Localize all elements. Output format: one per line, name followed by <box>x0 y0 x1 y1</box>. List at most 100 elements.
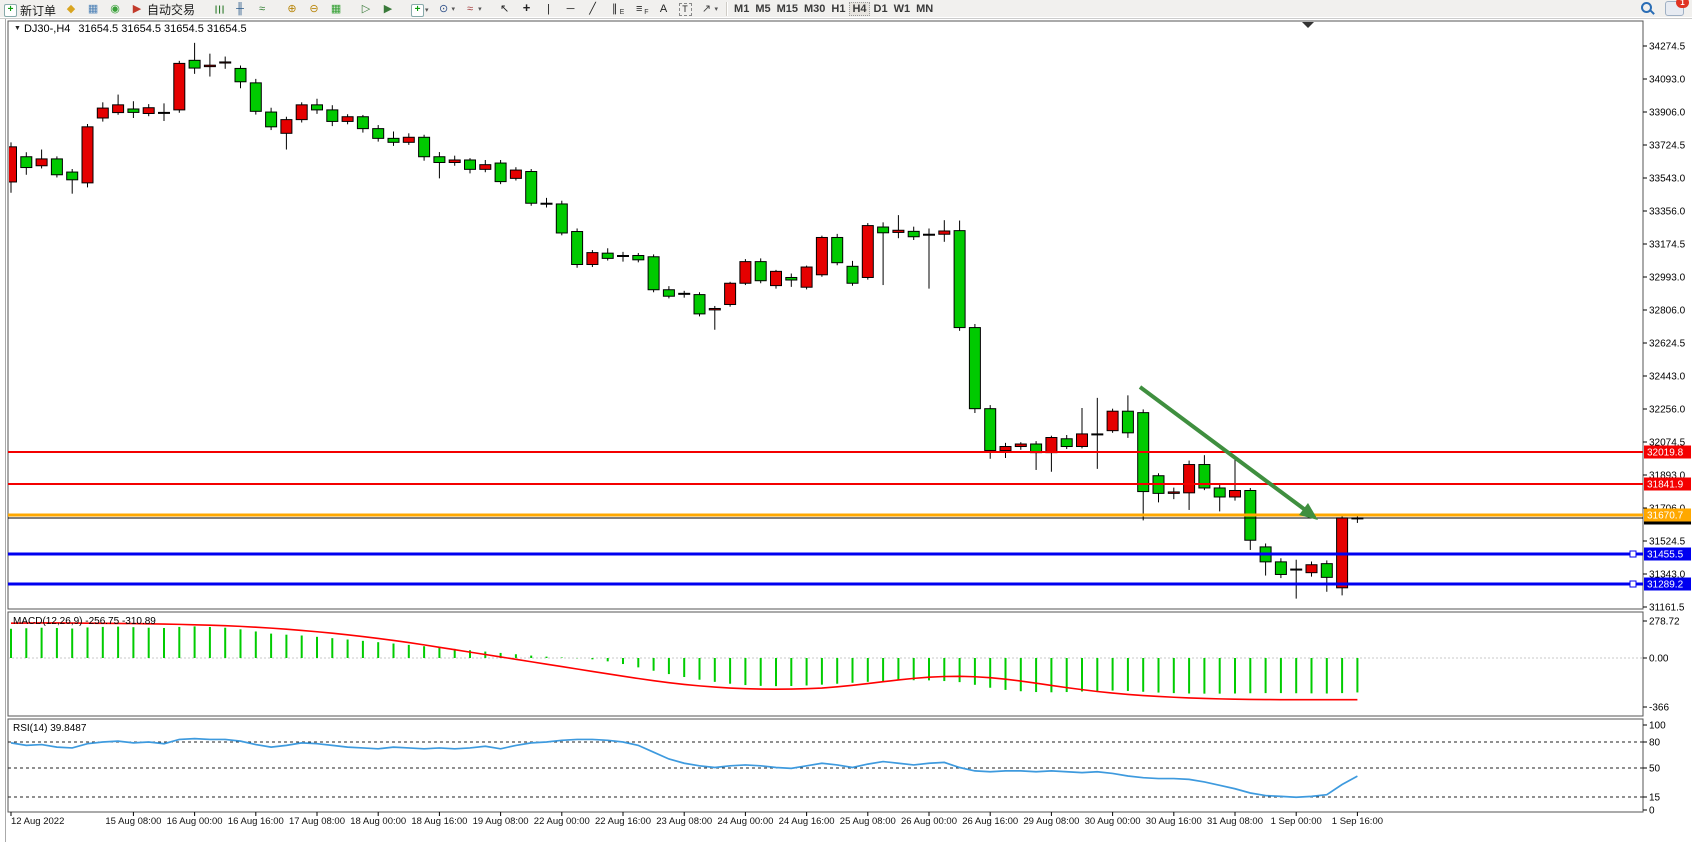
text-icon[interactable]: A <box>654 1 674 17</box>
timeframe-mn[interactable]: MN <box>916 2 934 15</box>
arrows-tool-glyph: ↗ <box>701 2 712 15</box>
timeframe-m30[interactable]: M30 <box>804 2 826 15</box>
toolbar: + 新订单 ◆ ▦ ◉ ▶ 自动交易 ☰ ╫ ≈ ⊕ ⊖ ▦ ▷ ▶ + ▾ ⊙ ▾ ≈ ▾ ↖ + | ─ ╱ ∥ E ≡ F A T ↗ ▾ … <box>0 0 1692 18</box>
svg-text:12 Aug 2022: 12 Aug 2022 <box>11 816 64 827</box>
svg-text:34093.0: 34093.0 <box>1649 75 1686 86</box>
timeframe-m15[interactable]: M15 <box>776 2 799 15</box>
fibonacci-icon-subscript: F <box>644 9 649 16</box>
timeframe-w1[interactable]: W1 <box>893 2 911 15</box>
chart-shift-icon-glyph: ▶ <box>383 2 393 15</box>
candlestick-icon[interactable]: ╫ <box>230 1 250 17</box>
new-order-button[interactable]: + 新订单 <box>1 2 59 18</box>
bar-chart-icon-glyph: ☰ <box>212 4 225 14</box>
svg-text:0.00: 0.00 <box>1649 654 1669 665</box>
svg-text:31670.7: 31670.7 <box>1647 511 1684 522</box>
svg-text:31161.5: 31161.5 <box>1649 603 1685 614</box>
cursor-icon[interactable]: ↖ <box>495 1 515 17</box>
zoom-in-icon[interactable]: ⊕ <box>282 1 302 17</box>
chart-ohlc-values: 31654.5 31654.5 31654.5 31654.5 <box>78 23 247 35</box>
svg-text:15 Aug 08:00: 15 Aug 08:00 <box>105 816 161 827</box>
crosshair-icon-glyph: + <box>522 0 531 15</box>
svg-text:33174.5: 33174.5 <box>1649 240 1686 251</box>
svg-text:33906.0: 33906.0 <box>1649 108 1686 119</box>
periods-button[interactable]: ⊙ ▾ <box>434 1 459 17</box>
svg-text:33356.0: 33356.0 <box>1649 207 1686 218</box>
svg-text:15: 15 <box>1649 793 1661 804</box>
svg-text:34274.5: 34274.5 <box>1649 42 1686 53</box>
svg-text:31455.5: 31455.5 <box>1647 550 1684 561</box>
zoom-in-icon-glyph: ⊕ <box>287 2 297 15</box>
text-label-icon[interactable]: T <box>676 1 695 17</box>
svg-text:16 Aug 16:00: 16 Aug 16:00 <box>228 816 284 827</box>
horizontal-line-icon-glyph: ─ <box>566 2 575 15</box>
line-chart-icon[interactable]: ≈ <box>252 1 272 17</box>
auto-scroll-icon[interactable]: ▷ <box>356 1 376 17</box>
svg-text:32993.0: 32993.0 <box>1649 273 1686 284</box>
chevron-down-icon[interactable]: ▼ <box>14 25 21 32</box>
indicators-button[interactable]: + ▾ <box>408 2 432 18</box>
channel-icon-glyph: ∥ <box>611 2 618 15</box>
templates-button[interactable]: ≈ ▾ <box>460 1 485 17</box>
chart-title[interactable]: ▼ DJ30-,H4 31654.5 31654.5 31654.5 31654.5 <box>14 23 247 35</box>
svg-text:32443.0: 32443.0 <box>1649 372 1686 383</box>
svg-text:24 Aug 16:00: 24 Aug 16:00 <box>779 816 835 827</box>
timeframe-d1[interactable]: D1 <box>873 2 888 15</box>
quotes-icon[interactable]: ◆ <box>61 1 81 17</box>
svg-text:17 Aug 08:00: 17 Aug 08:00 <box>289 816 345 827</box>
new-chart-icon-glyph: ▦ <box>87 2 99 15</box>
chart-symbol-period: DJ30-,H4 <box>23 23 71 35</box>
horizontal-line-icon[interactable]: ─ <box>561 1 581 17</box>
cursor-icon-glyph: ↖ <box>499 2 510 15</box>
vertical-line-icon[interactable]: | <box>539 1 559 17</box>
timeframe-m5[interactable]: M5 <box>755 2 771 15</box>
algo-trading-button[interactable]: ▶ 自动交易 <box>127 1 198 17</box>
svg-text:31524.5: 31524.5 <box>1649 537 1686 548</box>
svg-text:32806.0: 32806.0 <box>1649 306 1686 317</box>
svg-text:31 Aug 08:00: 31 Aug 08:00 <box>1207 816 1263 827</box>
timeframe-m1[interactable]: M1 <box>734 2 750 15</box>
svg-text:50: 50 <box>1649 764 1661 775</box>
bar-chart-icon[interactable]: ☰ <box>208 1 228 17</box>
new-order-glyph: + <box>4 3 17 17</box>
search-icon[interactable] <box>1640 1 1655 16</box>
broadcast-icon-glyph: ◉ <box>110 2 120 15</box>
svg-text:32074.5: 32074.5 <box>1649 438 1686 449</box>
svg-text:278.72: 278.72 <box>1649 617 1680 628</box>
fibonacci-icon[interactable]: ≡ F <box>629 1 651 17</box>
chevron-down-icon[interactable]: ▾ <box>451 6 456 13</box>
timeframe-h1[interactable]: H1 <box>831 2 846 15</box>
trendline-icon[interactable]: ╱ <box>583 1 603 17</box>
chevron-down-icon[interactable]: ▾ <box>478 6 482 13</box>
line-chart-icon-glyph: ≈ <box>259 2 266 15</box>
arrows-tool-button[interactable]: ↗ ▾ <box>697 1 722 17</box>
rsi-label: RSI(14) 39.8487 <box>13 723 87 734</box>
svg-text:100: 100 <box>1649 721 1666 732</box>
tile-windows-icon[interactable]: ▦ <box>326 1 346 17</box>
tile-windows-icon-glyph: ▦ <box>330 2 342 15</box>
crosshair-icon[interactable]: + <box>517 0 537 15</box>
chevron-down-icon[interactable]: ▾ <box>425 7 429 14</box>
algo-trading-glyph: ▶ <box>132 2 142 15</box>
macd-label: MACD(12,26,9) -256.75 -310.89 <box>13 616 156 627</box>
timeframe-h4[interactable]: H4 <box>849 1 870 16</box>
new-chart-icon[interactable]: ▦ <box>83 1 103 17</box>
broadcast-icon[interactable]: ◉ <box>105 1 125 17</box>
toolbar-buttons: + 新订单 ◆ ▦ ◉ ▶ 自动交易 ☰ ╫ ≈ ⊕ ⊖ ▦ ▷ ▶ + ▾ ⊙ ▾ ≈ ▾ ↖ + | ─ ╱ ∥ E ≡ F A T ↗ ▾ <box>0 0 722 18</box>
candlestick-icon-glyph: ╫ <box>236 2 244 15</box>
channel-icon[interactable]: ∥ E <box>605 1 628 17</box>
notifications-icon[interactable]: 1 <box>1665 0 1689 16</box>
svg-text:80: 80 <box>1649 738 1661 749</box>
svg-text:31893.0: 31893.0 <box>1649 471 1686 482</box>
chevron-down-icon[interactable]: ▾ <box>714 6 719 13</box>
search-lens <box>1641 2 1652 13</box>
chart-window: 34274.5 34093.0 33906.0 33724.5 33543.0 33356… <box>0 17 1692 842</box>
chart-canvas[interactable]: 34274.5 34093.0 33906.0 33724.5 33543.0 33356… <box>0 17 1692 842</box>
svg-text:29 Aug 08:00: 29 Aug 08:00 <box>1023 816 1079 827</box>
svg-text:1 Sep 00:00: 1 Sep 00:00 <box>1271 816 1322 827</box>
svg-text:19 Aug 08:00: 19 Aug 08:00 <box>473 816 529 827</box>
zoom-out-icon[interactable]: ⊖ <box>304 1 324 17</box>
indicators-glyph: + <box>411 3 425 17</box>
chart-shift-icon[interactable]: ▶ <box>378 1 398 17</box>
svg-text:18 Aug 16:00: 18 Aug 16:00 <box>411 816 467 827</box>
svg-text:0: 0 <box>1649 806 1655 817</box>
